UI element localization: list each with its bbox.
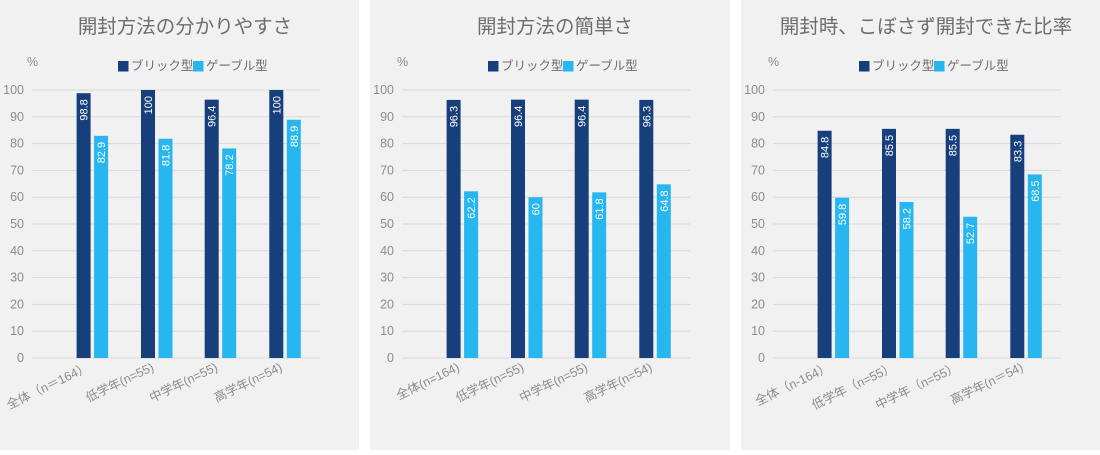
svg-text:80: 80 [380, 137, 394, 151]
svg-text:30: 30 [751, 271, 765, 285]
svg-text:83.3: 83.3 [1012, 141, 1024, 162]
svg-text:0: 0 [387, 351, 394, 365]
svg-text:50: 50 [751, 217, 765, 231]
svg-text:100: 100 [143, 96, 155, 114]
svg-text:62.2: 62.2 [466, 197, 478, 218]
svg-text:84.8: 84.8 [819, 137, 831, 158]
svg-text:85.5: 85.5 [884, 135, 896, 156]
svg-text:%: % [768, 55, 779, 69]
svg-text:ブリック型: ブリック型 [872, 58, 934, 73]
svg-text:88.9: 88.9 [289, 126, 301, 147]
svg-text:20: 20 [380, 297, 394, 311]
svg-text:64.8: 64.8 [659, 190, 671, 211]
svg-text:90: 90 [10, 110, 24, 124]
svg-text:60: 60 [380, 190, 394, 204]
svg-text:50: 50 [380, 217, 394, 231]
svg-text:78.2: 78.2 [224, 154, 236, 175]
svg-text:96.4: 96.4 [207, 106, 219, 127]
svg-text:96.4: 96.4 [513, 106, 525, 127]
svg-text:0: 0 [758, 351, 765, 365]
svg-text:90: 90 [751, 110, 765, 124]
svg-text:59.8: 59.8 [837, 204, 849, 225]
svg-text:開封方法の簡単さ: 開封方法の簡単さ [477, 16, 633, 38]
svg-text:ブリック型: ブリック型 [501, 58, 563, 73]
svg-text:96.3: 96.3 [642, 106, 654, 127]
svg-text:68.5: 68.5 [1029, 180, 1041, 201]
svg-text:60: 60 [10, 190, 24, 204]
svg-text:ゲーブル型: ゲーブル型 [206, 58, 268, 73]
svg-text:100: 100 [271, 96, 283, 114]
svg-text:58.2: 58.2 [901, 208, 913, 229]
svg-text:40: 40 [380, 244, 394, 258]
svg-text:60: 60 [531, 203, 543, 215]
svg-text:%: % [27, 55, 38, 69]
svg-text:70: 70 [10, 163, 24, 177]
svg-text:40: 40 [10, 244, 24, 258]
svg-text:ゲーブル型: ゲーブル型 [947, 58, 1009, 73]
svg-text:50: 50 [10, 217, 24, 231]
svg-text:70: 70 [751, 163, 765, 177]
svg-text:100: 100 [744, 83, 765, 97]
svg-text:20: 20 [10, 297, 24, 311]
svg-text:96.3: 96.3 [449, 106, 461, 127]
svg-text:96.4: 96.4 [577, 106, 589, 127]
svg-text:100: 100 [373, 83, 394, 97]
svg-text:52.7: 52.7 [965, 223, 977, 244]
svg-text:80: 80 [10, 137, 24, 151]
svg-text:70: 70 [380, 163, 394, 177]
svg-text:85.5: 85.5 [947, 135, 959, 156]
svg-text:ブリック型: ブリック型 [131, 58, 193, 73]
svg-text:10: 10 [10, 324, 24, 338]
svg-text:20: 20 [751, 297, 765, 311]
svg-text:81.8: 81.8 [160, 145, 172, 166]
svg-text:80: 80 [751, 137, 765, 151]
svg-text:61.8: 61.8 [595, 198, 607, 219]
svg-text:98.8: 98.8 [79, 99, 91, 120]
svg-text:60: 60 [751, 190, 765, 204]
svg-text:100: 100 [3, 83, 24, 97]
svg-text:0: 0 [17, 351, 24, 365]
svg-text:10: 10 [380, 324, 394, 338]
svg-text:30: 30 [10, 271, 24, 285]
svg-text:10: 10 [751, 324, 765, 338]
svg-text:40: 40 [751, 244, 765, 258]
svg-text:%: % [397, 55, 408, 69]
svg-text:ゲーブル型: ゲーブル型 [576, 58, 638, 73]
svg-text:90: 90 [380, 110, 394, 124]
svg-text:82.9: 82.9 [96, 142, 108, 163]
svg-text:30: 30 [380, 271, 394, 285]
svg-text:開封方法の分かりやすさ: 開封方法の分かりやすさ [78, 16, 292, 38]
svg-text:開封時、こぼさず開封できた比率: 開封時、こぼさず開封できた比率 [780, 16, 1072, 38]
